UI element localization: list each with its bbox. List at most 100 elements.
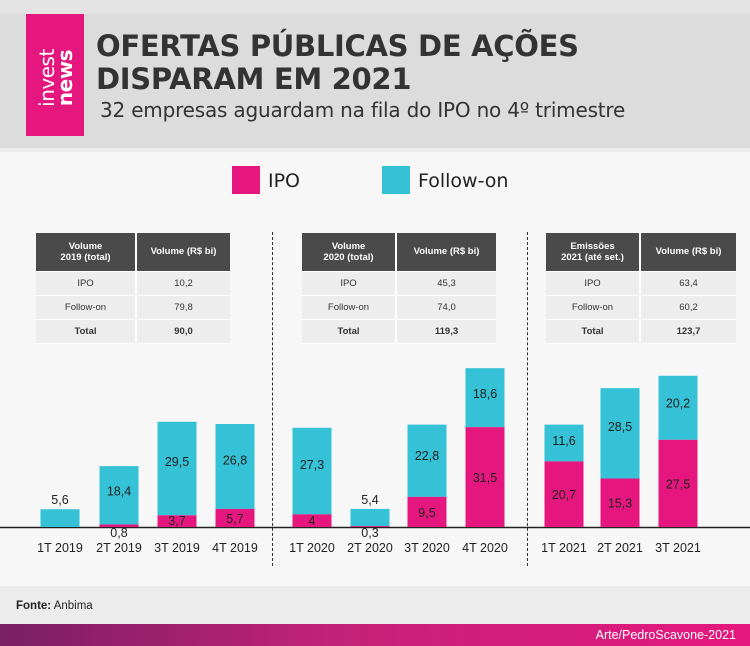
- legend-swatch-followon: [382, 166, 410, 194]
- title-line1: OFERTAS PÚBLICAS DE AÇÕES: [96, 29, 579, 63]
- table-header: Emissões 2021 (até set.) Volume (R$ bi): [546, 233, 736, 272]
- page-title: OFERTAS PÚBLICAS DE AÇÕES DISPARAM EM 20…: [96, 30, 736, 96]
- bar-ipo-8: [544, 461, 584, 527]
- row-value: 60,2: [640, 295, 736, 320]
- table-header-period: Emissões 2021 (até set.): [546, 233, 641, 272]
- data-label-ipo-8: 20,7: [552, 488, 576, 502]
- category-label-1: 2T 2019: [96, 541, 142, 555]
- data-label-followon-5: 5,4: [361, 493, 378, 507]
- data-label-ipo-5: 0,3: [361, 526, 378, 540]
- bar-ipo-2: [157, 515, 197, 527]
- category-label-4: 1T 2020: [289, 541, 335, 555]
- bar-ipo-5: [350, 526, 390, 527]
- legend-label-followon: Follow-on: [418, 170, 509, 192]
- row-label: Follow-on: [546, 295, 641, 320]
- bar-ipo-1: [99, 524, 139, 527]
- bar-followon-5: [350, 508, 390, 527]
- source-label: Fonte:: [16, 600, 52, 612]
- data-label-followon-1: 18,4: [107, 485, 131, 499]
- bar-ipo-9: [600, 478, 640, 527]
- row-label: Follow-on: [302, 295, 397, 320]
- table-header-period: Volume 2020 (total): [302, 233, 397, 272]
- category-label-3: 4T 2019: [212, 541, 258, 555]
- table-row: Follow-on 79,8: [36, 295, 230, 320]
- table-row-total: Total 119,3: [302, 319, 496, 344]
- row-label: Follow-on: [36, 295, 137, 320]
- data-label-followon-2: 29,5: [165, 455, 189, 469]
- bar-followon-2: [157, 421, 197, 516]
- legend-label-ipo: IPO: [268, 170, 301, 192]
- table-header: Volume 2019 (total) Volume (R$ bi): [36, 233, 230, 272]
- category-label-6: 3T 2020: [404, 541, 450, 555]
- bar-followon-3: [215, 423, 255, 509]
- data-label-followon-3: 26,8: [223, 454, 247, 468]
- data-label-followon-7: 18,6: [473, 387, 497, 401]
- header: [0, 0, 750, 148]
- summary-table-2020: Volume 2020 (total) Volume (R$ bi) IPO 45,…: [302, 233, 496, 344]
- data-label-ipo-1: 0,8: [110, 526, 127, 540]
- footer-bar: [0, 624, 750, 646]
- bar-followon-0: [40, 509, 80, 527]
- data-label-followon-0: 5,6: [51, 493, 68, 507]
- row-value: 10,2: [136, 271, 230, 296]
- data-label-ipo-2: 3,7: [168, 514, 185, 528]
- row-value: 90,0: [136, 319, 230, 344]
- bar-followon-7: [465, 368, 505, 428]
- header-line2: 2021 (até set.): [561, 251, 624, 263]
- bar-followon-1: [99, 466, 139, 525]
- data-label-ipo-3: 5,7: [226, 512, 243, 526]
- row-label: IPO: [546, 271, 641, 296]
- data-label-ipo-6: 9,5: [418, 506, 435, 520]
- investnews-logo: invest news: [26, 14, 84, 136]
- legend-swatch-ipo: [232, 166, 260, 194]
- page-subtitle: 32 empresas aguardam na fila do IPO no 4…: [100, 98, 626, 122]
- bar-followon-10: [658, 375, 698, 440]
- bar-followon-8: [544, 424, 584, 462]
- table-row: Follow-on 60,2: [546, 295, 736, 320]
- data-label-ipo-10: 27,5: [666, 477, 690, 491]
- bar-ipo-6: [407, 496, 447, 527]
- category-label-9: 2T 2021: [597, 541, 643, 555]
- row-value: 79,8: [136, 295, 230, 320]
- data-label-followon-4: 27,3: [300, 458, 324, 472]
- table-header-volume: Volume (R$ bi): [396, 233, 496, 272]
- row-value: 74,0: [396, 295, 496, 320]
- table-row-total: Total 123,7: [546, 319, 736, 344]
- data-label-followon-10: 20,2: [666, 397, 690, 411]
- title-line2: DISPARAM EM 2021: [96, 62, 412, 96]
- header-line2: 2019 (total): [60, 251, 111, 263]
- divider-2019-2020: [272, 232, 273, 566]
- row-label: Total: [546, 319, 641, 344]
- table-row: IPO 45,3: [302, 271, 496, 296]
- category-label-2: 3T 2019: [154, 541, 200, 555]
- bar-followon-6: [407, 424, 447, 497]
- bar-followon-4: [292, 427, 332, 515]
- category-label-0: 1T 2019: [37, 541, 83, 555]
- category-label-10: 3T 2021: [655, 541, 701, 555]
- data-label-followon-9: 28,5: [608, 420, 632, 434]
- bar-ipo-3: [215, 508, 255, 527]
- table-header-period: Volume 2019 (total): [36, 233, 137, 272]
- data-label-ipo-7: 31,5: [473, 471, 497, 485]
- category-label-8: 1T 2021: [541, 541, 587, 555]
- category-label-5: 2T 2020: [347, 541, 393, 555]
- legend: IPO Follow-on: [0, 166, 750, 198]
- row-value: 119,3: [396, 319, 496, 344]
- data-label-ipo-9: 15,3: [608, 497, 632, 511]
- credit-text: Arte/PedroScavone-2021: [595, 628, 736, 642]
- data-label-ipo-4: 4: [309, 514, 316, 528]
- bar-ipo-7: [465, 427, 505, 527]
- row-value: 63,4: [640, 271, 736, 296]
- category-label-7: 4T 2020: [462, 541, 508, 555]
- header-line2: 2020 (total): [323, 251, 374, 263]
- row-label: Total: [302, 319, 397, 344]
- table-header-volume: Volume (R$ bi): [640, 233, 736, 272]
- header-line1: Volume: [68, 240, 103, 252]
- bar-ipo-4: [292, 514, 332, 527]
- row-label: IPO: [302, 271, 397, 296]
- source-note: Fonte: Anbima: [16, 600, 93, 612]
- summary-table-2021: Emissões 2021 (até set.) Volume (R$ bi) I…: [546, 233, 736, 344]
- divider-2020-2021: [527, 232, 528, 566]
- data-label-followon-8: 11,6: [552, 434, 575, 448]
